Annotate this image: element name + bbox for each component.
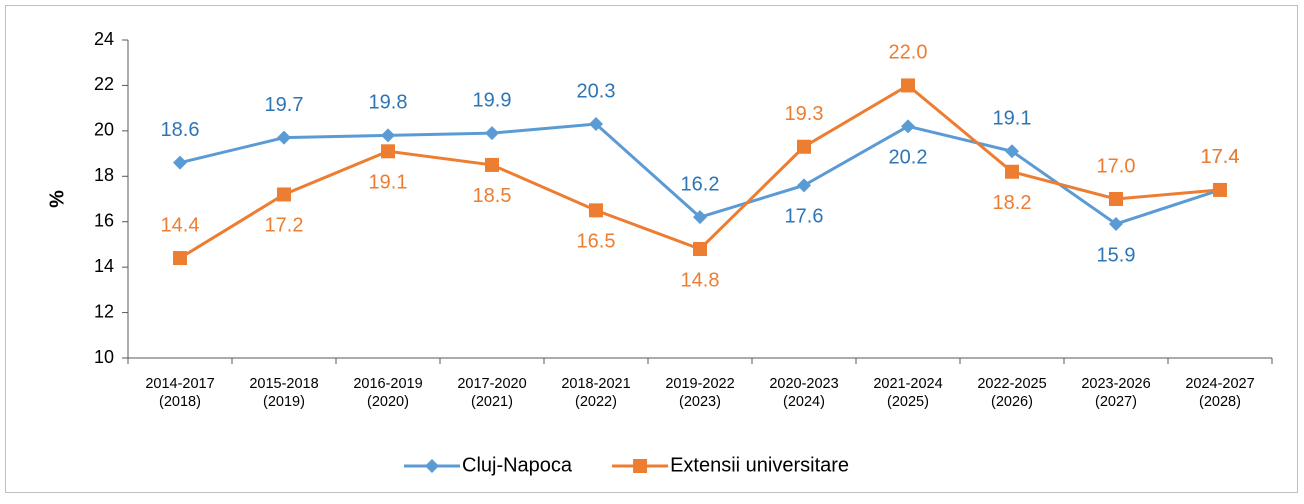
x-tick-label: 2019-2022 (2023): [665, 376, 734, 410]
marker: [277, 130, 291, 145]
data-label: 19.1: [369, 172, 408, 194]
data-label: 15.9: [1097, 244, 1136, 266]
y-tick-label: 24: [94, 29, 114, 49]
chart-frame: [5, 5, 1298, 493]
data-label: 17.6: [785, 206, 824, 228]
data-label: 19.9: [473, 89, 512, 111]
y-tick-label: 16: [94, 210, 114, 230]
marker: [797, 178, 811, 193]
marker: [797, 139, 811, 154]
marker: [381, 144, 395, 159]
marker: [1005, 144, 1019, 159]
marker: [1005, 164, 1019, 179]
marker: [173, 251, 187, 266]
x-tick-label: 2020-2023 (2024): [769, 376, 838, 410]
marker: [425, 459, 439, 473]
marker: [277, 187, 291, 202]
data-label: 14.4: [161, 214, 200, 236]
data-label: 19.3: [785, 103, 824, 125]
data-label: 18.2: [993, 192, 1032, 214]
x-tick-label: 2023-2026 (2027): [1081, 376, 1150, 410]
data-label: 18.6: [161, 119, 200, 141]
y-tick-label: 12: [94, 301, 114, 321]
y-tick-label: 20: [94, 120, 114, 140]
x-tick-label: 2022-2025 (2026): [977, 376, 1046, 410]
marker: [901, 78, 915, 93]
legend-label: Extensii universitare: [670, 454, 849, 476]
marker: [693, 210, 707, 225]
marker: [173, 155, 187, 170]
legend-label: Cluj-Napoca: [462, 454, 573, 476]
x-tick-label: 2017-2020 (2021): [457, 376, 526, 410]
marker: [589, 203, 603, 218]
data-label: 17.4: [1201, 146, 1240, 168]
y-axis-label: %: [46, 190, 68, 208]
marker: [1213, 182, 1227, 197]
data-label: 19.7: [265, 94, 304, 116]
data-label: 16.5: [577, 231, 616, 253]
y-tick-label: 18: [94, 165, 114, 185]
marker: [633, 459, 648, 473]
data-label: 17.4: [1201, 146, 1240, 168]
x-tick-label: 2021-2024 (2025): [873, 376, 942, 410]
marker: [1109, 192, 1123, 206]
marker: [381, 128, 395, 143]
data-label: 20.3: [577, 80, 616, 102]
x-tick-label: 2024-2027 (2028): [1185, 376, 1254, 410]
y-tick-label: 14: [94, 256, 114, 276]
marker: [1109, 216, 1123, 231]
x-tick-label: 2016-2019 (2020): [353, 376, 422, 410]
data-label: 22.0: [889, 42, 928, 64]
x-tick-label: 2015-2018 (2019): [249, 376, 318, 410]
marker: [901, 119, 915, 134]
marker: [589, 117, 603, 132]
data-label: 18.5: [473, 185, 512, 207]
marker: [693, 241, 707, 256]
data-label: 17.2: [265, 215, 304, 237]
marker: [485, 157, 499, 172]
data-label: 16.2: [681, 173, 720, 195]
marker: [485, 126, 499, 141]
y-tick-label: 22: [94, 74, 114, 94]
data-label: 20.2: [889, 147, 928, 169]
x-tick-label: 2014-2017 (2018): [145, 376, 214, 410]
data-label: 17.0: [1097, 155, 1136, 177]
data-label: 14.8: [681, 269, 720, 291]
data-label: 19.8: [369, 92, 408, 114]
y-tick-label: 10: [94, 347, 114, 367]
x-tick-label: 2018-2021 (2022): [561, 376, 630, 410]
data-label: 19.1: [993, 108, 1032, 130]
